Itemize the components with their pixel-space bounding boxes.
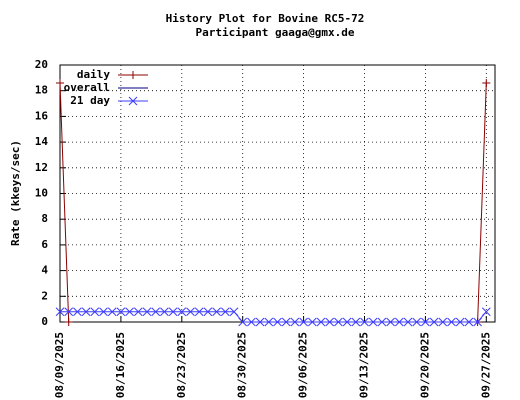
point-marker [351, 317, 361, 327]
point-marker [194, 307, 204, 317]
y-tick-label: 6 [41, 238, 48, 251]
point-marker [229, 307, 239, 317]
y-tick-label: 8 [41, 212, 48, 225]
point-marker [360, 317, 369, 327]
point-marker [125, 307, 134, 317]
x-tick-label: 09/06/2025 [297, 332, 310, 398]
chart-subtitle: Participant gaaga@gmx.de [196, 26, 355, 39]
point-marker [186, 307, 195, 317]
point-marker [342, 317, 352, 327]
legend-marker [129, 71, 137, 79]
y-axis-label: Rate (kkeys/sec) [9, 140, 22, 246]
point-marker [56, 78, 64, 87]
y-tick-label: 18 [35, 84, 48, 97]
point-marker [151, 307, 161, 317]
point-marker [64, 318, 73, 326]
y-tick-label: 14 [35, 135, 49, 148]
x-tick-label: 09/13/2025 [358, 332, 371, 398]
point-marker [316, 317, 326, 327]
x-tick-label: 09/20/2025 [418, 332, 431, 398]
series-line [59, 82, 70, 323]
point-marker [177, 307, 187, 317]
point-marker [481, 307, 491, 317]
legend-marker [128, 96, 138, 106]
point-marker [220, 307, 230, 317]
point-marker [255, 317, 265, 327]
point-marker [394, 317, 404, 327]
point-marker [429, 317, 439, 327]
point-marker [142, 307, 152, 317]
point-marker [99, 307, 108, 317]
point-marker [81, 307, 91, 317]
point-marker [325, 317, 335, 327]
point-marker [90, 307, 100, 317]
x-tick-label: 09/27/2025 [479, 332, 492, 398]
point-marker [464, 317, 474, 327]
point-marker [160, 307, 169, 317]
x-tick-label: 08/23/2025 [175, 332, 188, 398]
point-marker [368, 317, 378, 327]
legend-label: 21 day [70, 94, 110, 107]
point-marker [447, 317, 456, 327]
point-marker [455, 317, 465, 327]
point-marker [473, 317, 482, 327]
y-tick-label: 0 [41, 315, 48, 328]
point-marker [107, 307, 117, 317]
y-tick-label: 20 [35, 58, 48, 71]
point-marker [307, 317, 317, 327]
point-marker [482, 78, 491, 87]
point-marker [334, 317, 343, 327]
y-tick-label: 2 [41, 289, 48, 302]
point-marker [73, 307, 82, 317]
point-marker [377, 317, 387, 327]
point-marker [238, 317, 248, 327]
chart-title: History Plot for Bovine RC5-72 [166, 12, 365, 25]
point-marker [247, 317, 256, 327]
point-marker [273, 317, 282, 327]
series-line [60, 311, 487, 323]
point-marker [133, 307, 143, 317]
point-marker [264, 317, 274, 327]
point-marker [299, 317, 308, 327]
y-tick-label: 10 [35, 187, 48, 200]
point-marker [290, 317, 300, 327]
x-tick-label: 08/16/2025 [114, 332, 127, 398]
y-tick-label: 4 [41, 264, 48, 277]
plot-frame [59, 64, 496, 323]
legend-label: daily [77, 68, 110, 81]
point-marker [168, 307, 178, 317]
point-marker [64, 307, 74, 317]
point-marker [55, 307, 65, 317]
x-tick-label: 08/09/2025 [53, 332, 66, 398]
x-tick-label: 08/30/2025 [236, 332, 249, 398]
y-tick-label: 16 [35, 109, 49, 122]
point-marker [412, 317, 422, 327]
point-marker [421, 317, 430, 327]
point-marker [403, 317, 413, 327]
point-marker [212, 307, 221, 317]
point-marker [116, 307, 126, 317]
point-marker [203, 307, 213, 317]
point-marker [386, 317, 395, 327]
y-tick-label: 12 [35, 161, 48, 174]
point-marker [438, 317, 448, 327]
series-line [477, 82, 487, 323]
point-marker [281, 317, 291, 327]
legend-label: overall [64, 81, 110, 94]
